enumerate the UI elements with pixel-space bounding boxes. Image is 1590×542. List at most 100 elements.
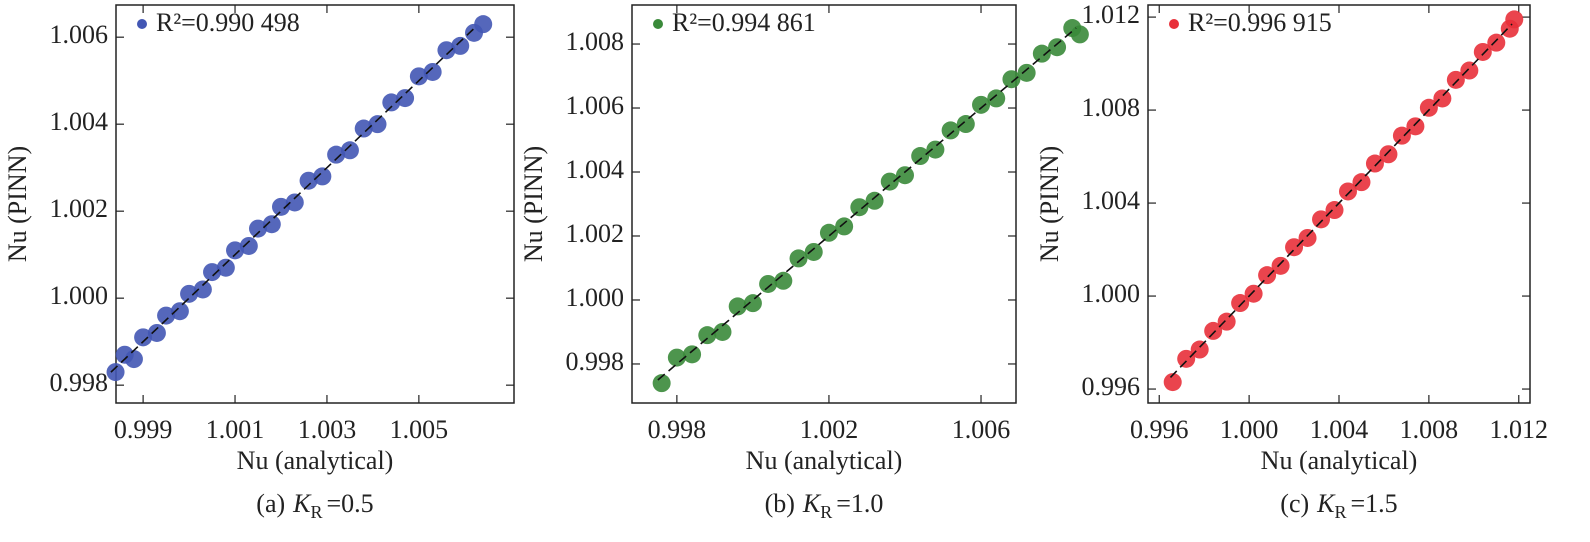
point xyxy=(1433,89,1452,108)
x-axis-label: Nu (analytical) xyxy=(1261,446,1418,475)
point xyxy=(819,223,838,242)
point xyxy=(180,284,199,303)
caption-label: (c) xyxy=(1280,489,1309,518)
point xyxy=(157,306,176,325)
point xyxy=(1379,145,1398,164)
point xyxy=(774,271,793,290)
x-tick-label: 1.003 xyxy=(298,415,357,444)
point xyxy=(134,328,153,347)
point xyxy=(1231,294,1250,313)
point xyxy=(106,363,125,382)
y-axis-label: Nu (PINN) xyxy=(519,146,548,262)
point xyxy=(713,322,732,341)
caption-subscript: R xyxy=(820,502,832,522)
caption: (a) KR =0.5 xyxy=(256,489,373,522)
point xyxy=(396,89,415,108)
legend-label: R²=0.996 915 xyxy=(1188,8,1332,37)
point xyxy=(728,297,747,316)
point xyxy=(193,280,212,299)
caption-symbol: K xyxy=(802,489,822,518)
point xyxy=(1217,312,1236,331)
y-axis-label: Nu (PINN) xyxy=(1035,146,1064,262)
point xyxy=(743,294,762,313)
point xyxy=(759,274,778,293)
y-axis-label: Nu (PINN) xyxy=(3,146,32,262)
point xyxy=(299,171,318,190)
point xyxy=(124,350,143,369)
plot-frame xyxy=(631,4,1017,404)
legend-marker xyxy=(1169,19,1179,29)
point xyxy=(835,217,854,236)
point xyxy=(683,345,702,364)
point xyxy=(1032,44,1051,63)
point xyxy=(437,41,456,60)
y-tick-label: 1.006 xyxy=(566,91,625,120)
x-tick-label: 1.012 xyxy=(1490,415,1549,444)
point xyxy=(1505,10,1524,29)
point xyxy=(804,242,823,261)
caption-value: =0.5 xyxy=(327,489,374,518)
x-tick-label: 1.005 xyxy=(390,415,449,444)
point xyxy=(249,219,268,238)
y-tick-label: 1.000 xyxy=(1082,279,1141,308)
y-tick-label: 1.012 xyxy=(1082,0,1141,29)
plot-frame xyxy=(115,4,515,404)
point xyxy=(698,326,717,345)
caption-label: (a) xyxy=(256,489,285,518)
point xyxy=(1352,173,1371,192)
point xyxy=(880,172,899,191)
point xyxy=(1048,38,1067,57)
caption: (b) KR =1.0 xyxy=(765,489,884,522)
x-tick-label: 1.004 xyxy=(1310,415,1369,444)
point xyxy=(789,249,808,268)
point xyxy=(1473,42,1492,61)
point xyxy=(652,374,671,393)
y-tick-label: 1.008 xyxy=(1082,93,1141,122)
point xyxy=(382,93,401,112)
point xyxy=(1460,61,1479,80)
caption-symbol: K xyxy=(1316,489,1336,518)
point xyxy=(423,62,442,81)
point xyxy=(926,140,945,159)
y-tick-label: 1.002 xyxy=(566,219,625,248)
x-tick-label: 1.000 xyxy=(1220,415,1279,444)
point xyxy=(1365,154,1384,173)
point xyxy=(170,302,189,321)
x-tick-label: 1.001 xyxy=(206,415,265,444)
point xyxy=(1312,210,1331,229)
point xyxy=(147,323,166,342)
point xyxy=(368,115,387,134)
point xyxy=(1325,201,1344,220)
point xyxy=(216,258,235,277)
point xyxy=(1204,321,1223,340)
point xyxy=(271,197,290,216)
point xyxy=(1487,33,1506,52)
caption-subscript: R xyxy=(1335,502,1347,522)
x-tick-label: 1.006 xyxy=(952,415,1011,444)
x-tick-label: 0.998 xyxy=(648,415,707,444)
point xyxy=(1244,284,1263,303)
point xyxy=(895,166,914,185)
y-tick-label: 1.000 xyxy=(566,283,625,312)
point xyxy=(1406,117,1425,136)
point xyxy=(262,215,281,234)
y-tick-label: 1.000 xyxy=(50,281,109,310)
point xyxy=(956,115,975,134)
point xyxy=(203,263,222,282)
x-axis-label: Nu (analytical) xyxy=(746,446,903,475)
point xyxy=(850,198,869,217)
x-tick-label: 1.002 xyxy=(800,415,859,444)
legend-marker xyxy=(137,19,147,29)
point xyxy=(451,36,470,55)
caption-symbol: K xyxy=(292,489,312,518)
point xyxy=(911,147,930,166)
point xyxy=(1285,238,1304,257)
panel: 0.996 1.000 1.004 1.008 1.012 0.996 1.000 1.004… xyxy=(1035,0,1548,522)
y-tick-label: 1.006 xyxy=(50,20,109,49)
x-axis-label: Nu (analytical) xyxy=(237,446,394,475)
panel: 0.998 1.002 1.006 0.998 1.000 1.002 1.004 1.006… xyxy=(519,4,1089,522)
reference-line xyxy=(657,27,1077,381)
x-tick-label: 0.996 xyxy=(1130,415,1189,444)
